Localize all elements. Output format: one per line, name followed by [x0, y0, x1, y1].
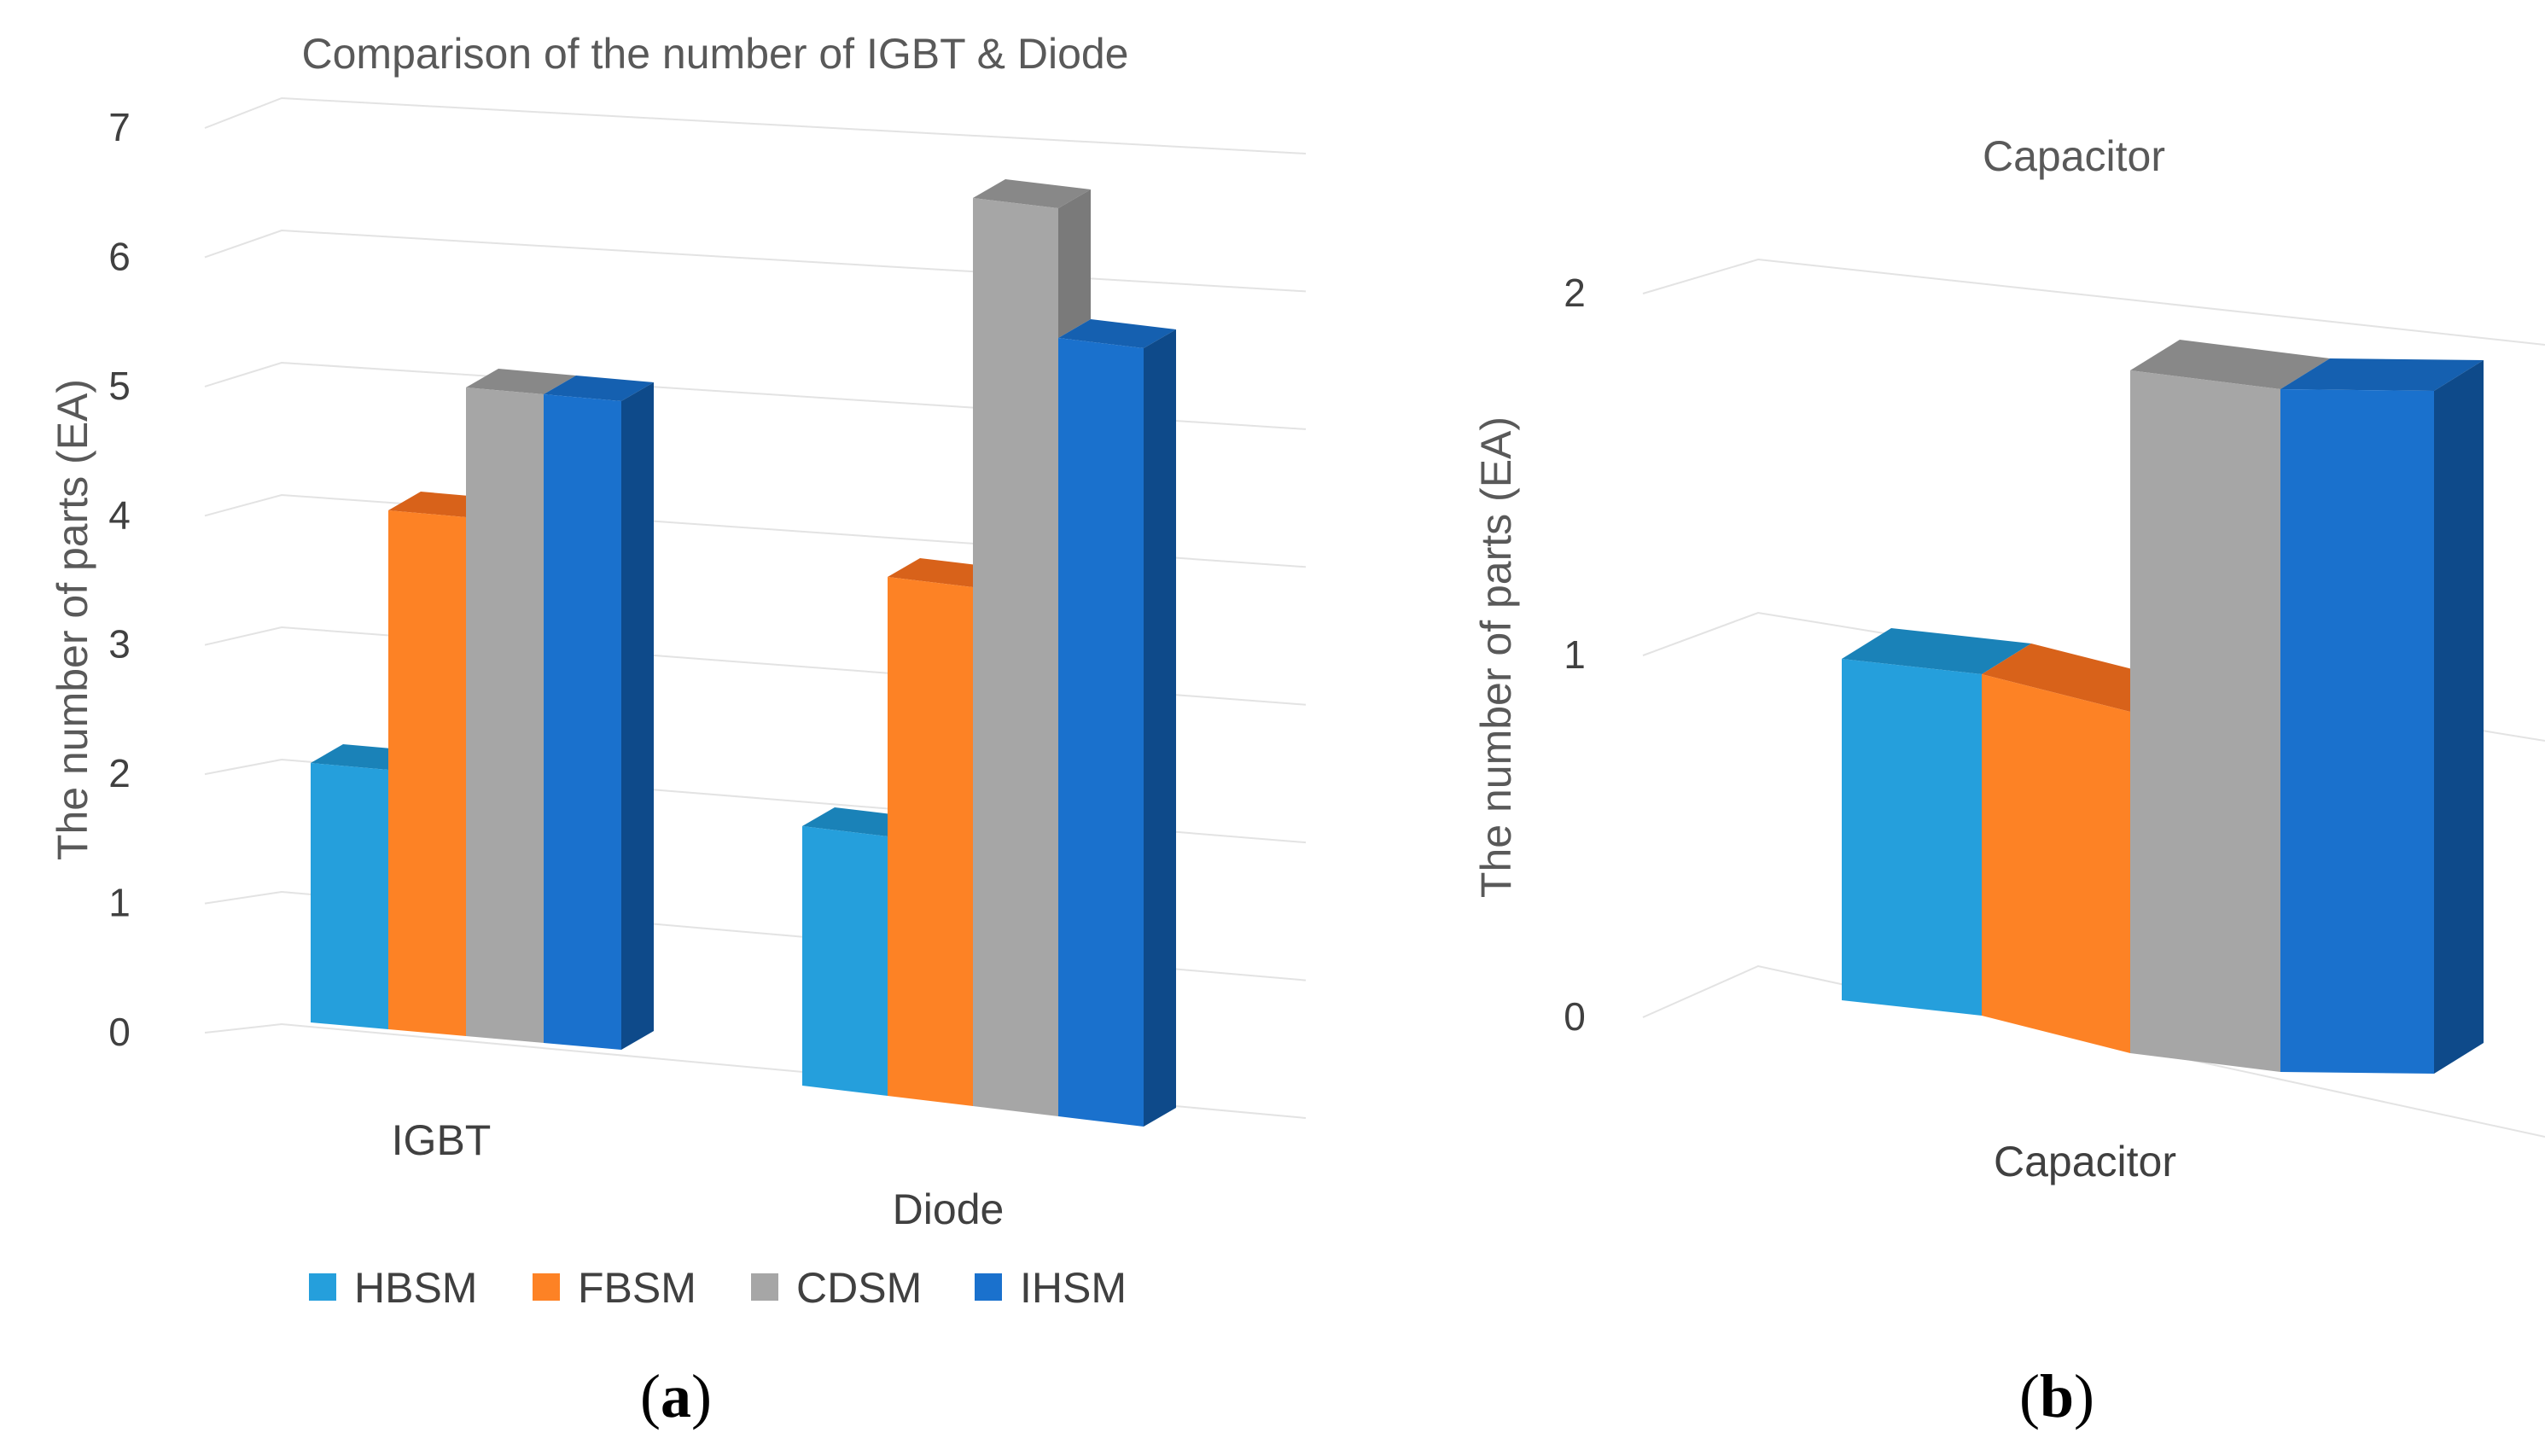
bar-front-igbt-cdsm — [466, 387, 544, 1043]
bar-front-capacitor-hbsm — [1842, 659, 1982, 1016]
chart-a-category-diode: Diode — [893, 1185, 1005, 1233]
bar-front-diode-ihsm — [1058, 338, 1144, 1127]
chart-a-gridline-4 — [204, 493, 1307, 568]
bar-front-diode-fbsm — [888, 577, 973, 1106]
legend-swatch-ihsm — [975, 1273, 1002, 1301]
bar-front-diode-hbsm — [802, 826, 888, 1096]
legend-label-ihsm: IHSM — [1020, 1264, 1127, 1312]
bar-front-igbt-fbsm — [388, 510, 466, 1036]
chart-a-bars — [311, 179, 1176, 1127]
chart-a-y-tick-0: 0 — [108, 1010, 131, 1054]
bar-diode-ihsm — [1058, 319, 1176, 1127]
bar-front-igbt-ihsm — [544, 394, 621, 1050]
legend-swatch-cdsm — [751, 1273, 778, 1301]
bar-top-igbt-ihsm — [544, 376, 654, 401]
chart-a-gridlines — [204, 96, 1307, 1119]
bar-top-diode-ihsm — [1058, 319, 1176, 348]
bar-front-capacitor-cdsm — [2130, 370, 2280, 1072]
bar-igbt-cdsm — [466, 369, 576, 1043]
bar-top-capacitor-hbsm — [1842, 628, 2031, 674]
chart-a-y-tick-7: 7 — [108, 105, 131, 149]
chart-b-category-capacitor: Capacitor — [1994, 1138, 2176, 1185]
chart-b-gridline-0 — [1642, 964, 2545, 1138]
chart-b: Capacitor 0 1 2 The number of parts (EA) C… — [1472, 132, 2545, 1430]
chart-b-y-tick-1: 1 — [1564, 632, 1586, 677]
bar-capacitor-cdsm — [2130, 340, 2330, 1072]
bar-top-capacitor-cdsm — [2130, 340, 2330, 389]
bar-front-diode-cdsm — [973, 198, 1058, 1116]
bar-top-capacitor-ihsm — [2280, 358, 2484, 391]
caption-b: (b) — [2019, 1362, 2094, 1430]
chart-b-y-tick-2: 2 — [1564, 271, 1586, 315]
chart-a-category-igbt: IGBT — [392, 1116, 492, 1164]
chart-b-y-tick-0: 0 — [1564, 994, 1586, 1039]
chart-b-gridline-2 — [1642, 258, 2545, 346]
legend-label-cdsm: CDSM — [796, 1264, 922, 1312]
bar-capacitor-hbsm — [1842, 628, 2031, 1016]
legend-label-hbsm: HBSM — [354, 1264, 477, 1312]
bar-top-igbt-cdsm — [466, 369, 576, 394]
chart-a-y-ticks: 0 1 2 3 4 5 6 7 — [108, 105, 131, 1054]
bar-front-capacitor-fbsm — [1982, 674, 2130, 1053]
bar-side-igbt-ihsm — [621, 382, 654, 1050]
chart-a-y-tick-5: 5 — [108, 364, 131, 408]
chart-a-y-tick-6: 6 — [108, 234, 131, 278]
chart-b-bars — [1842, 340, 2484, 1074]
legend-swatch-hbsm — [309, 1273, 336, 1301]
chart-a-y-tick-3: 3 — [108, 622, 131, 667]
bar-top-diode-cdsm — [973, 179, 1091, 208]
bar-side-diode-cdsm — [1058, 189, 1091, 338]
bar-igbt-ihsm — [544, 376, 654, 1050]
chart-a-y-tick-4: 4 — [108, 492, 131, 537]
legend-swatch-fbsm — [533, 1273, 560, 1301]
chart-a-y-tick-2: 2 — [108, 751, 131, 795]
bar-side-capacitor-ihsm — [2434, 360, 2484, 1074]
chart-a-gridline-6 — [204, 229, 1307, 293]
chart-b-title: Capacitor — [1983, 132, 2165, 180]
chart-a-gridline-5 — [204, 361, 1307, 430]
bar-front-capacitor-ihsm — [2280, 389, 2434, 1074]
legend: HBSM FBSM CDSM IHSM — [309, 1264, 1127, 1312]
chart-a: Comparison of the number of IGBT & Diode… — [49, 30, 1307, 1430]
chart-a-gridline-7 — [204, 96, 1307, 154]
bar-front-igbt-hbsm — [311, 763, 388, 1029]
chart-a-y-axis-label: The number of parts (EA) — [49, 379, 96, 860]
caption-a: (a) — [640, 1362, 712, 1430]
legend-label-fbsm: FBSM — [578, 1264, 696, 1312]
bar-side-diode-ihsm — [1144, 329, 1176, 1127]
bar-diode-cdsm — [973, 179, 1091, 1116]
chart-b-y-axis-label: The number of parts (EA) — [1472, 416, 1520, 898]
chart-b-y-ticks: 0 1 2 — [1564, 271, 1586, 1039]
chart-a-title: Comparison of the number of IGBT & Diode — [302, 30, 1129, 78]
bar-capacitor-ihsm — [2280, 358, 2484, 1074]
chart-a-y-tick-1: 1 — [108, 881, 131, 925]
